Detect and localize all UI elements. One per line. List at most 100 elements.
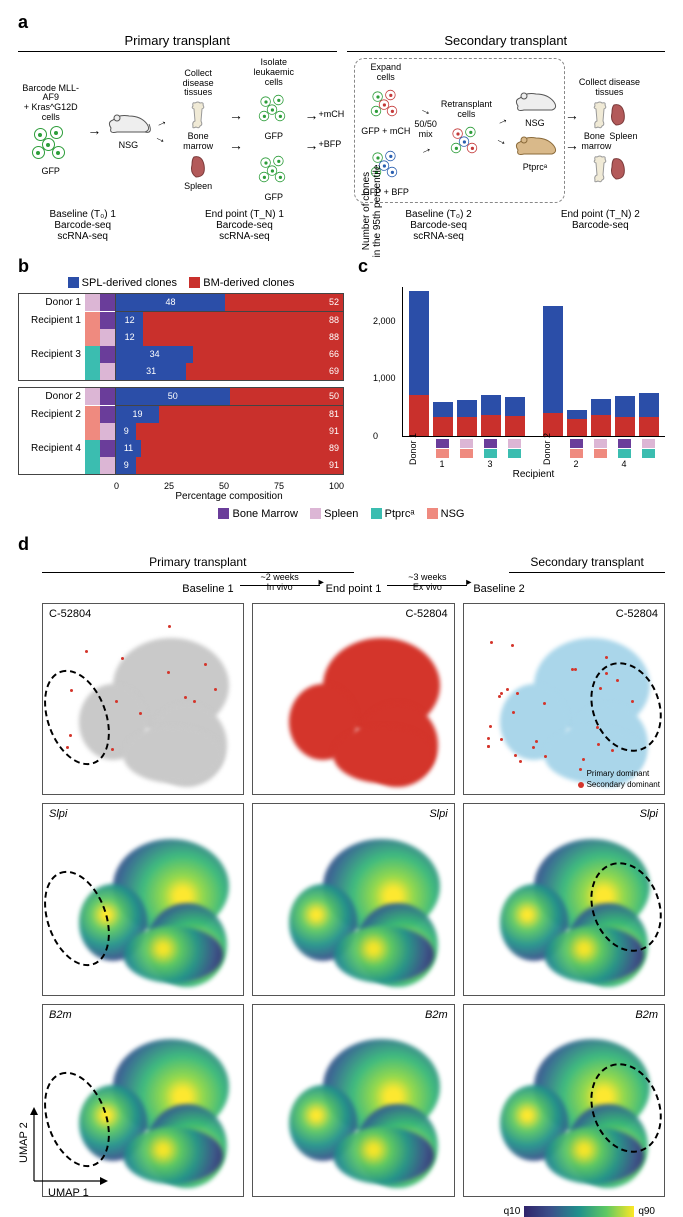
bone-icon xyxy=(593,101,607,129)
tissue-swatch xyxy=(85,457,100,474)
bone-marrow-label: Bone marrow xyxy=(183,132,213,152)
spl-segment: 48 xyxy=(116,294,225,311)
stacked-bar xyxy=(639,393,659,436)
xlabel-column xyxy=(638,439,658,459)
arrow-icon: → xyxy=(229,107,243,123)
gfp-cells-icon xyxy=(259,95,289,125)
spl-segment xyxy=(481,395,501,416)
collect-tissues-label2: Collect disease tissues xyxy=(579,78,640,98)
stacked-bar-row: Recipient 11288 xyxy=(19,312,343,329)
baseline1-label: Baseline (T₀) 1 Barcode-seq scRNA-seq xyxy=(18,209,147,242)
bm-segment xyxy=(639,417,659,435)
recipient-num: 2 xyxy=(566,459,586,469)
gfp-label: GFP xyxy=(264,193,283,203)
gfp-label: GFP xyxy=(264,132,283,142)
panel-c-xlabels: Donor 1Donor 2 xyxy=(402,437,665,459)
barcode-step-label: Barcode MLL-AF9 + Kras^G12D cells xyxy=(18,84,83,124)
arrow-icon: → xyxy=(565,107,579,123)
viridis-colorbar: q10 q90 xyxy=(504,1206,655,1217)
baseline1-stage: Baseline 1 xyxy=(182,583,233,595)
stacked-bar-row: 991 xyxy=(19,457,343,474)
mouse-ptprc-icon xyxy=(512,132,558,160)
recipient-num: 3 xyxy=(480,459,500,469)
recipient-num xyxy=(456,459,476,469)
arrow-icon: → xyxy=(565,137,579,153)
ptprc-legend-label: Ptprcᵃ xyxy=(385,508,415,520)
tissue-swatch xyxy=(100,363,115,380)
ytick: 0 xyxy=(373,431,378,441)
bm-segment: 91 xyxy=(136,423,343,440)
bm-segment xyxy=(433,417,453,435)
bm-segment xyxy=(481,415,501,435)
spl-segment: 34 xyxy=(116,346,193,363)
bm-segment: 88 xyxy=(143,329,343,346)
recipient-label: Recipient 3 xyxy=(19,349,85,360)
panel-d-label: d xyxy=(18,534,29,554)
bm-segment: 91 xyxy=(136,457,343,474)
bm-segment xyxy=(567,419,587,436)
tissue-swatch xyxy=(100,329,115,346)
recipient-axis-label: Recipient xyxy=(402,469,665,480)
tissue-swatch xyxy=(460,449,473,458)
tissue-swatch xyxy=(100,312,115,329)
umap-panel-label: C-52804 xyxy=(49,608,91,620)
recipient-label: Recipient 1 xyxy=(19,315,85,326)
ytick: 1,000 xyxy=(373,373,396,383)
ptprc-swatch xyxy=(371,508,382,519)
xlabel-column xyxy=(590,439,610,459)
recipient-num xyxy=(638,459,658,469)
gfp-label: GFP xyxy=(41,167,60,177)
recipient-label: Recipient 2 xyxy=(19,409,85,420)
umap-panel: C-52804 xyxy=(252,603,454,796)
split-arrow-icon: → → xyxy=(155,115,167,145)
spl-segment: 9 xyxy=(116,423,136,440)
spleen-legend-label: Spleen xyxy=(324,508,358,520)
donor-group: Donor 25050Recipient 21981991Recipient 4… xyxy=(18,387,344,475)
tissue-swatch xyxy=(100,346,115,363)
spl-segment: 11 xyxy=(116,440,141,457)
bm-segment: 81 xyxy=(159,406,343,423)
tissue-swatch xyxy=(436,439,449,448)
tissue-swatch xyxy=(508,449,521,458)
panel-a-label: a xyxy=(18,12,28,32)
tissue-swatch xyxy=(618,439,631,448)
merge-arrow-icon: → xyxy=(417,102,434,120)
expand-label: Expand cells xyxy=(371,63,402,83)
stacked-bar xyxy=(481,395,501,436)
mixed-cells-icon xyxy=(451,126,481,156)
bone-icon xyxy=(593,155,607,183)
umap-panel: B2m xyxy=(463,1004,665,1197)
bm-segment xyxy=(409,395,429,435)
stacked-bar xyxy=(591,399,611,436)
xlabel-column xyxy=(432,439,452,459)
plus-bfp-label: +BFP xyxy=(319,140,342,150)
umap-panel-label: Slpi xyxy=(49,808,67,820)
gfp-cells-icon xyxy=(259,155,289,185)
spl-segment: 50 xyxy=(116,388,230,405)
spl-segment xyxy=(615,396,635,417)
plus-mch-label: +mCH xyxy=(319,110,345,120)
stacked-bar-row: Donor 25050 xyxy=(19,388,343,405)
tissue-swatch xyxy=(460,439,473,448)
stacked-bar xyxy=(409,291,429,435)
stacked-bar-row: 3169 xyxy=(19,363,343,380)
panel-b-label: b xyxy=(18,256,29,276)
stacked-bar xyxy=(543,306,563,436)
ytick: 2,000 xyxy=(373,316,396,326)
tissue-swatch xyxy=(100,406,115,423)
colorbar-low: q10 xyxy=(504,1206,521,1217)
umap-panel-label: Slpi xyxy=(640,808,658,820)
xlabel-column xyxy=(614,439,634,459)
tissue-swatch xyxy=(85,388,100,405)
panel-c-recipients: 1324 xyxy=(402,459,665,469)
d-secondary-title: Secondary transplant xyxy=(509,555,665,569)
spl-clone-swatch xyxy=(68,277,79,288)
spl-segment xyxy=(567,410,587,419)
spl-segment xyxy=(457,400,477,416)
panel-c-chart: Number of clones in the 95th percentile … xyxy=(402,287,665,437)
nsg-swatch xyxy=(427,508,438,519)
nsg-legend-label: NSG xyxy=(441,508,465,520)
mouse-nsg-icon xyxy=(105,110,151,138)
umap-panel-label: B2m xyxy=(635,1009,658,1021)
spleen-icon xyxy=(610,103,626,127)
